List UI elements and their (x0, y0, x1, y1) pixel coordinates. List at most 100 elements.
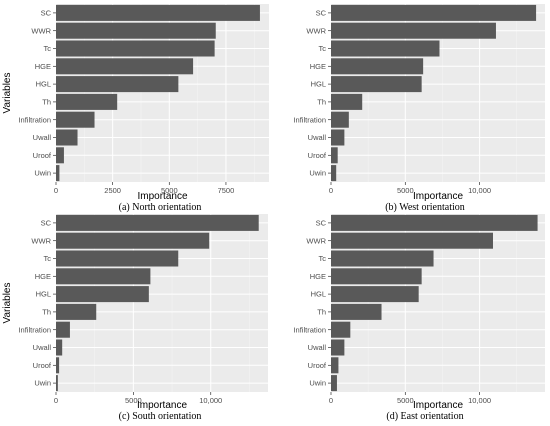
bar-hgl (331, 286, 419, 303)
bar-th (331, 303, 382, 320)
x-tick-label: 0 (329, 396, 333, 405)
x-tick-label: 5000 (161, 186, 178, 195)
bar-sc (331, 214, 538, 231)
y-tick-label: Th (42, 308, 51, 317)
bar-hgl (56, 286, 149, 303)
bar-tc (331, 40, 440, 57)
bar-uroof (56, 357, 60, 374)
y-tick-label: Tc (319, 254, 327, 263)
x-tick-label: 5000 (397, 186, 414, 195)
y-tick-label: HGL (311, 290, 326, 299)
bar-uwall (56, 129, 78, 146)
bar-uwin (331, 165, 337, 182)
y-tick-label: Th (42, 98, 51, 107)
bar-tc (56, 250, 179, 267)
y-tick-label: WWR (306, 236, 326, 245)
y-tick-label: SC (41, 219, 52, 228)
bar-uwin (56, 375, 58, 392)
y-tick-label: Th (317, 308, 326, 317)
bar-uwall (331, 339, 345, 356)
y-tick-label: Infiltration (293, 325, 326, 334)
bar-infiltration (56, 111, 95, 128)
bar-uwin (56, 165, 60, 182)
x-axis-title: Importance (413, 400, 463, 411)
bar-uroof (56, 147, 64, 164)
y-tick-label: Uwall (308, 133, 327, 142)
panel-caption: (c) South orientation (119, 411, 202, 422)
y-tick-label: Uwall (33, 343, 52, 352)
y-tick-label: HGL (311, 80, 326, 89)
bar-infiltration (56, 321, 70, 338)
bar-tc (56, 40, 215, 57)
y-tick-label: Infiltration (18, 115, 51, 124)
y-tick-label: HGL (36, 290, 51, 299)
bar-th (56, 93, 118, 110)
bar-uwin (331, 375, 337, 392)
bar-th (56, 303, 97, 320)
bar-hge (331, 58, 424, 75)
bar-uwall (56, 339, 63, 356)
y-tick-label: HGL (36, 80, 51, 89)
x-tick-label: 2500 (104, 186, 121, 195)
x-tick-label: 10,000 (199, 396, 222, 405)
panel-caption: (a) North orientation (119, 202, 202, 213)
y-tick-label: HGE (310, 62, 326, 71)
panel-caption: (b) West orientation (385, 202, 465, 213)
y-tick-label: Th (317, 98, 326, 107)
x-axis-title: Importance (413, 191, 463, 202)
bar-hge (56, 58, 194, 75)
y-tick-label: Uwin (34, 169, 51, 178)
x-tick-label: 5000 (125, 396, 142, 405)
y-tick-label: HGE (310, 272, 326, 281)
y-tick-label: WWR (31, 236, 51, 245)
y-axis-title: Variables (2, 73, 13, 114)
x-axis-title: Importance (137, 400, 187, 411)
bar-hge (331, 268, 422, 285)
x-tick-label: 5000 (397, 396, 414, 405)
x-tick-label: 0 (329, 186, 333, 195)
bar-wwr (331, 22, 496, 39)
y-tick-label: WWR (31, 26, 51, 35)
y-tick-label: SC (316, 9, 327, 18)
y-tick-label: Uroof (33, 151, 52, 160)
x-axis-title: Importance (137, 191, 187, 202)
y-tick-label: Uwin (309, 379, 326, 388)
x-tick-label: 10,000 (468, 396, 491, 405)
x-tick-label: 10,000 (468, 186, 491, 195)
bar-infiltration (331, 111, 349, 128)
y-tick-label: HGE (35, 62, 51, 71)
y-tick-label: Tc (319, 44, 327, 53)
x-tick-label: 0 (54, 396, 58, 405)
chart-panel-2: SC WWR Tc HGE HGL Th Infiltration Uwall Uroof Uwi… (293, 4, 545, 213)
bar-wwr (56, 22, 216, 39)
bar-sc (56, 4, 260, 21)
y-tick-label: WWR (306, 26, 326, 35)
y-tick-label: Uwin (34, 379, 51, 388)
bar-uroof (331, 147, 338, 164)
bar-th (331, 93, 363, 110)
panel-caption: (d) East orientation (386, 411, 463, 422)
bar-wwr (56, 232, 210, 249)
y-tick-label: Uwin (309, 169, 326, 178)
bar-tc (331, 250, 434, 267)
x-tick-label: 7500 (218, 186, 235, 195)
y-tick-label: Tc (44, 254, 52, 263)
y-tick-label: Uroof (33, 361, 52, 370)
y-tick-label: Infiltration (18, 325, 51, 334)
bar-uwall (331, 129, 345, 146)
bar-hgl (331, 76, 422, 93)
bar-sc (56, 214, 259, 231)
chart-panel-3: SC WWR Tc HGE HGL Th Infiltration Uwall Uroof Uwi… (2, 214, 268, 422)
bar-uroof (331, 357, 339, 374)
y-tick-label: SC (316, 219, 327, 228)
y-tick-label: Infiltration (293, 115, 326, 124)
y-tick-label: Uroof (308, 151, 327, 160)
bar-wwr (331, 232, 493, 249)
bar-infiltration (331, 321, 351, 338)
bar-hgl (56, 76, 179, 93)
y-tick-label: Uroof (308, 361, 327, 370)
bar-hge (56, 268, 151, 285)
x-tick-label: 0 (54, 186, 58, 195)
chart-panel-1: SC WWR Tc HGE HGL Th Infiltration Uwall Uroof Uwi… (2, 4, 269, 213)
